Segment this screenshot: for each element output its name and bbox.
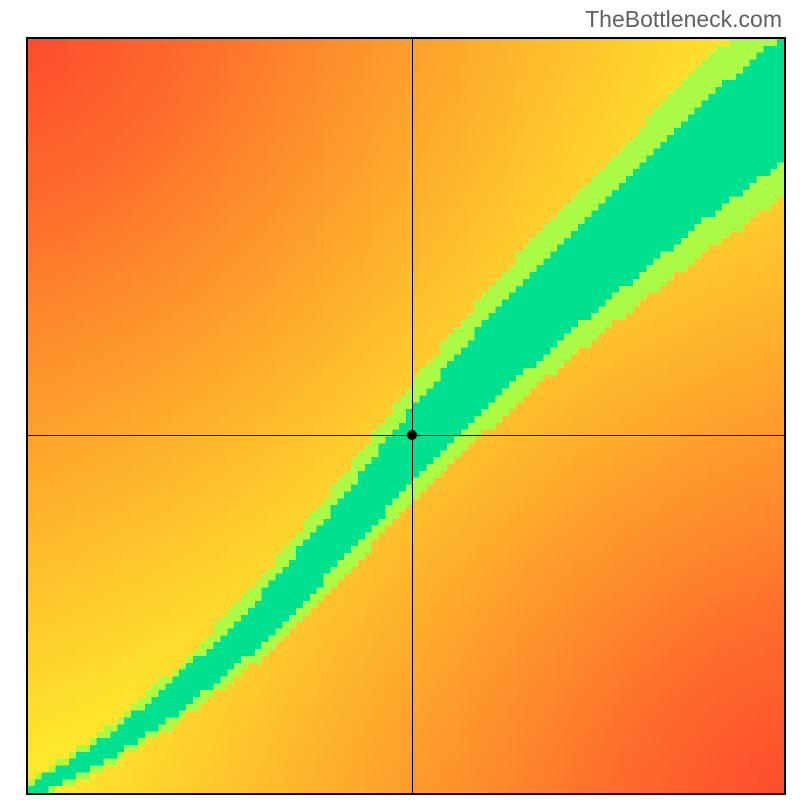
watermark-text: TheBottleneck.com xyxy=(585,6,782,33)
plot-frame xyxy=(26,37,786,795)
crosshair-marker xyxy=(407,430,417,440)
heatmap-canvas xyxy=(28,39,784,793)
crosshair-horizontal xyxy=(28,435,784,436)
crosshair-vertical xyxy=(412,39,413,793)
